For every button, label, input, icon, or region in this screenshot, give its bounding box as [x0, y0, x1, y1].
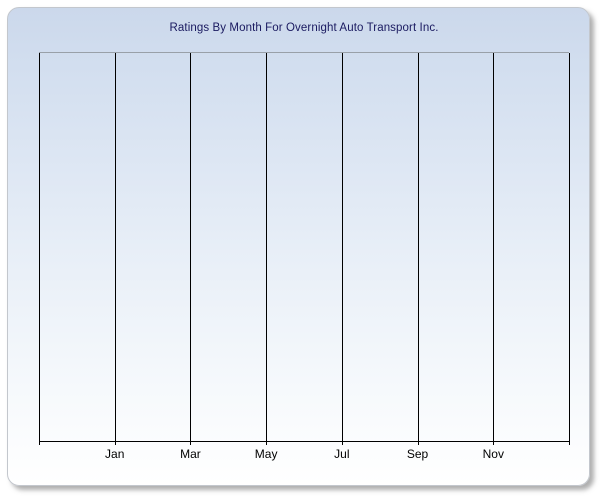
plot-area: Jan Mar May Jul Sep Nov	[39, 52, 570, 461]
vertical-gridline	[341, 53, 343, 441]
x-axis-tick	[569, 441, 570, 445]
x-tick-label: May	[254, 447, 278, 461]
vertical-gridline	[190, 53, 192, 441]
x-axis-tick	[114, 441, 116, 445]
vertical-gridline	[493, 53, 495, 441]
x-tick-label: Nov	[482, 447, 504, 461]
x-axis-tick	[39, 441, 40, 445]
vertical-gridline	[266, 53, 268, 441]
x-tick-label: Sep	[406, 447, 429, 461]
x-axis-tick	[266, 441, 268, 445]
x-tick-label: Mar	[180, 447, 201, 461]
vertical-gridline	[39, 53, 40, 441]
x-axis-tick	[493, 441, 495, 445]
chart-title: Ratings By Month For Overnight Auto Tran…	[169, 22, 439, 34]
vertical-gridline	[569, 53, 570, 441]
x-axis-tick	[190, 441, 192, 445]
x-axis-tick	[417, 441, 419, 445]
chart-panel: Ratings By Month For Overnight Auto Tran…	[7, 7, 590, 486]
x-tick-label: Jan	[105, 447, 125, 461]
vertical-gridline	[417, 53, 419, 441]
x-tick-label: Jul	[334, 447, 350, 461]
x-axis-tick	[341, 441, 343, 445]
vertical-gridline	[114, 53, 116, 441]
